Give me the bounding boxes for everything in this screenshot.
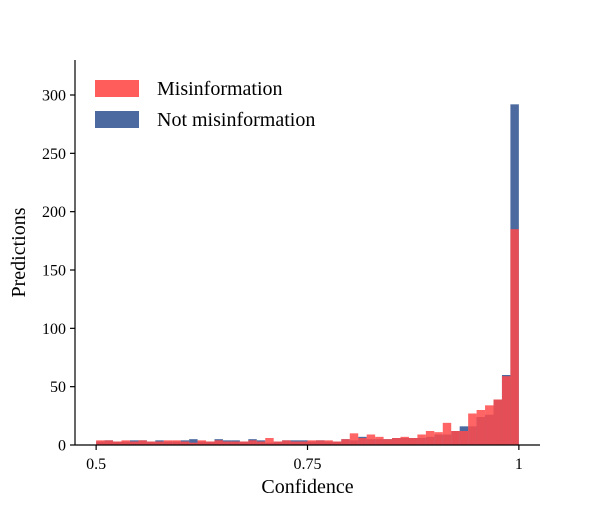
y-tick-label: 100 bbox=[42, 321, 66, 338]
bar-misinformation bbox=[349, 433, 359, 445]
bar-misinformation bbox=[273, 441, 283, 445]
bar-misinformation bbox=[341, 439, 350, 445]
bar-misinformation bbox=[104, 440, 114, 445]
bar-misinformation bbox=[383, 439, 393, 445]
y-tick-label: 150 bbox=[42, 263, 66, 280]
bar-misinformation bbox=[206, 441, 215, 445]
bar-misinformation bbox=[451, 431, 460, 445]
bar-misinformation bbox=[442, 422, 452, 445]
bar-misinformation bbox=[265, 438, 274, 445]
bar-misinformation bbox=[96, 440, 105, 445]
bar-misinformation bbox=[375, 436, 384, 445]
y-tick-label: 200 bbox=[42, 204, 66, 221]
y-tick-label: 300 bbox=[42, 88, 66, 105]
bar-misinformation bbox=[239, 441, 249, 445]
bar-misinformation bbox=[315, 440, 325, 445]
bar-misinformation bbox=[197, 440, 207, 445]
bar-not-misinformation bbox=[189, 439, 198, 445]
bar-misinformation bbox=[501, 376, 511, 445]
bar-misinformation bbox=[434, 432, 443, 445]
bar-misinformation bbox=[299, 441, 308, 445]
bar-misinformation bbox=[155, 441, 164, 445]
legend: Misinformation Not misinformation bbox=[95, 78, 315, 131]
bar-misinformation bbox=[189, 442, 198, 445]
y-axis-title: Predictions bbox=[8, 207, 30, 297]
bar-misinformation bbox=[485, 405, 494, 445]
bar-misinformation bbox=[332, 441, 342, 445]
bar-misinformation bbox=[425, 431, 435, 445]
y-ticks: 0 50 100 150 200 250 300 bbox=[42, 88, 75, 455]
legend-label-misinformation: Misinformation bbox=[157, 78, 283, 100]
bar-misinformation bbox=[468, 413, 477, 445]
legend-label-not-misinformation: Not misinformation bbox=[157, 109, 315, 131]
bar-misinformation bbox=[366, 434, 376, 445]
bar-misinformation bbox=[214, 440, 223, 445]
bar-misinformation bbox=[138, 440, 147, 445]
x-tick-label: 1 bbox=[515, 456, 523, 473]
y-tick-label: 50 bbox=[50, 379, 66, 396]
legend-swatch-misinformation bbox=[95, 80, 139, 97]
bar-misinformation bbox=[400, 436, 409, 445]
bar-misinformation bbox=[222, 441, 232, 445]
bar-misinformation bbox=[172, 440, 181, 445]
bar-misinformation bbox=[256, 441, 266, 445]
bar-misinformation bbox=[282, 440, 291, 445]
bar-misinformation bbox=[408, 438, 418, 445]
x-tick-label: 0.75 bbox=[294, 456, 322, 473]
bar-misinformation bbox=[392, 438, 401, 445]
bar-misinformation bbox=[459, 431, 469, 445]
x-axis-title: Confidence bbox=[261, 476, 353, 498]
bar-misinformation bbox=[358, 438, 367, 445]
bars-layer bbox=[96, 104, 519, 445]
legend-swatch-not-misinformation bbox=[95, 111, 139, 128]
bar-misinformation bbox=[163, 440, 173, 445]
bar-misinformation bbox=[121, 440, 130, 445]
bar-misinformation bbox=[307, 440, 316, 445]
x-ticks: 0.5 0.75 1 bbox=[86, 445, 523, 473]
bar-misinformation bbox=[113, 441, 122, 445]
bar-misinformation bbox=[324, 440, 333, 445]
y-tick-label: 0 bbox=[58, 438, 66, 455]
bar-misinformation bbox=[417, 434, 426, 445]
bar-misinformation bbox=[248, 440, 257, 445]
bar-misinformation bbox=[510, 229, 519, 445]
bar-misinformation bbox=[231, 441, 240, 445]
x-tick-label: 0.5 bbox=[86, 456, 106, 473]
y-tick-label: 250 bbox=[42, 146, 66, 163]
bar-misinformation bbox=[180, 441, 190, 445]
bar-misinformation bbox=[290, 441, 300, 445]
bar-misinformation bbox=[476, 410, 486, 445]
bar-misinformation bbox=[146, 441, 156, 445]
bar-misinformation bbox=[129, 441, 139, 445]
bar-misinformation bbox=[493, 399, 502, 445]
